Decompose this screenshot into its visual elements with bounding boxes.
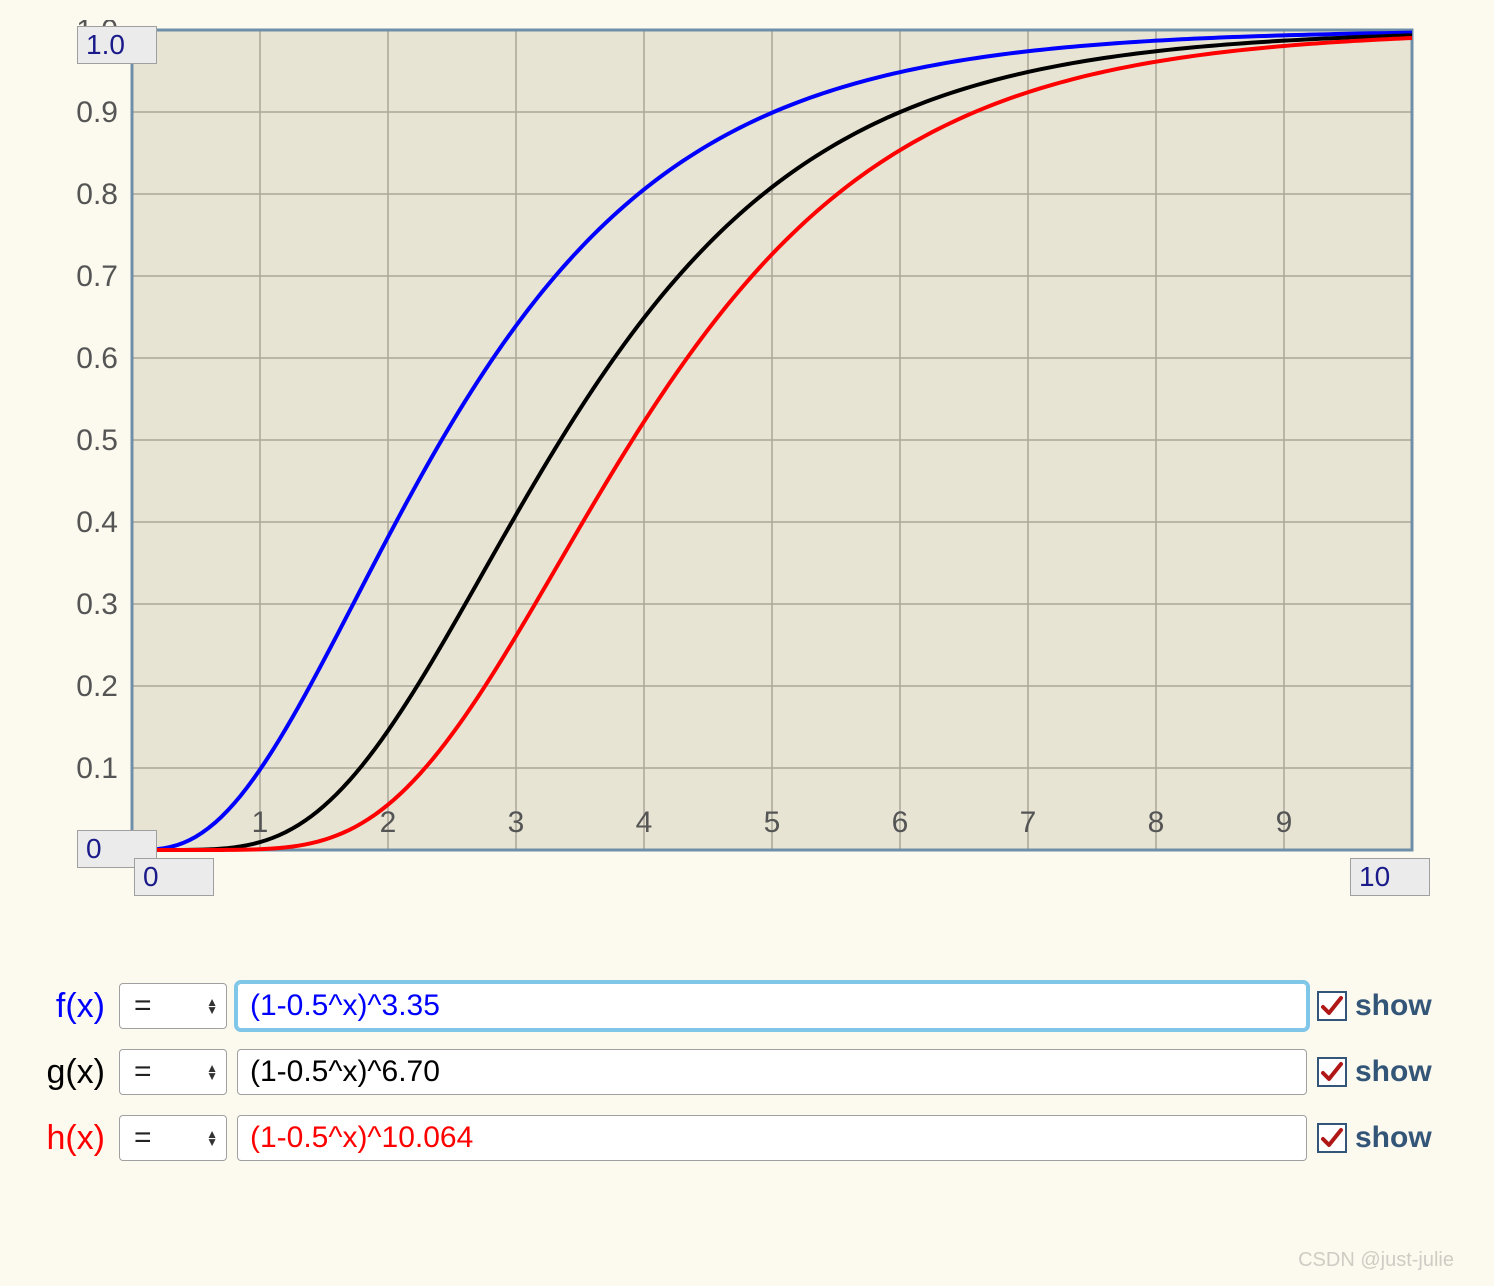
- svg-text:6: 6: [892, 806, 909, 839]
- show-label: show: [1355, 989, 1432, 1023]
- svg-text:0.2: 0.2: [76, 670, 118, 703]
- operator-select[interactable]: =▲▼: [119, 1049, 227, 1095]
- show-toggle: show: [1317, 1055, 1457, 1089]
- xmin-input[interactable]: 0: [134, 858, 214, 896]
- show-checkbox[interactable]: [1317, 991, 1347, 1021]
- svg-text:0.5: 0.5: [76, 424, 118, 457]
- svg-text:0.8: 0.8: [76, 178, 118, 211]
- formula-input[interactable]: (1-0.5^x)^10.064: [237, 1115, 1307, 1161]
- operator-select[interactable]: =▲▼: [119, 1115, 227, 1161]
- svg-text:8: 8: [1148, 806, 1165, 839]
- function-row-1: g(x) =▲▼(1-0.5^x)^6.70 show: [37, 1046, 1457, 1098]
- show-label: show: [1355, 1121, 1432, 1155]
- select-arrows-icon: ▲▼: [206, 1064, 218, 1080]
- function-controls: f(x)=▲▼(1-0.5^x)^3.35showg(x)=▲▼(1-0.5^x…: [37, 980, 1457, 1164]
- formula-input[interactable]: (1-0.5^x)^3.35: [237, 983, 1307, 1029]
- svg-text:0.1: 0.1: [76, 752, 118, 785]
- function-row-2: h(x) =▲▼(1-0.5^x)^10.064 show: [37, 1112, 1457, 1164]
- show-toggle: show: [1317, 989, 1457, 1023]
- svg-text:0.6: 0.6: [76, 342, 118, 375]
- svg-text:7: 7: [1020, 806, 1037, 839]
- show-toggle: show: [1317, 1121, 1457, 1155]
- formula-input[interactable]: (1-0.5^x)^6.70: [237, 1049, 1307, 1095]
- function-label: f(x): [37, 987, 109, 1026]
- chart-svg: 0.10.20.30.40.50.60.70.80.91.0123456789: [42, 20, 1452, 940]
- show-checkbox[interactable]: [1317, 1123, 1347, 1153]
- function-label: h(x): [37, 1119, 109, 1158]
- operator-select[interactable]: =▲▼: [119, 983, 227, 1029]
- function-label: g(x): [37, 1053, 109, 1092]
- svg-text:0.3: 0.3: [76, 588, 118, 621]
- plot-area: 0.10.20.30.40.50.60.70.80.91.0123456789 …: [42, 20, 1452, 940]
- svg-text:0.7: 0.7: [76, 260, 118, 293]
- watermark: CSDN @just-julie: [1298, 1249, 1454, 1272]
- select-arrows-icon: ▲▼: [206, 998, 218, 1014]
- xmax-input[interactable]: 10: [1350, 858, 1430, 896]
- function-row-0: f(x) =▲▼(1-0.5^x)^3.35 show: [37, 980, 1457, 1032]
- show-checkbox[interactable]: [1317, 1057, 1347, 1087]
- svg-text:0.9: 0.9: [76, 96, 118, 129]
- svg-text:9: 9: [1276, 806, 1293, 839]
- svg-text:5: 5: [764, 806, 781, 839]
- show-label: show: [1355, 1055, 1432, 1089]
- svg-text:3: 3: [508, 806, 525, 839]
- svg-text:4: 4: [636, 806, 653, 839]
- select-arrows-icon: ▲▼: [206, 1130, 218, 1146]
- ymax-input[interactable]: 1.0: [77, 26, 157, 64]
- svg-text:1: 1: [252, 806, 269, 839]
- svg-text:0.4: 0.4: [76, 506, 118, 539]
